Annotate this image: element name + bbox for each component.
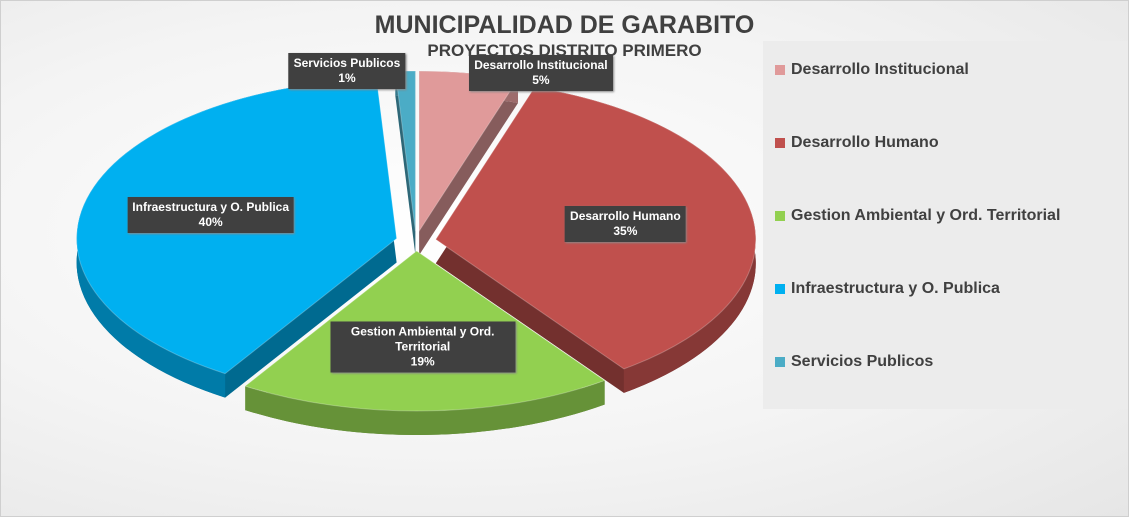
- legend-swatch: [775, 284, 785, 294]
- slice: [394, 70, 416, 232]
- legend-swatch: [775, 211, 785, 221]
- legend-label: Desarrollo Humano: [791, 134, 939, 151]
- data-label-name: Gestion Ambiental y Ord. Territorial: [350, 324, 495, 354]
- data-label-value: 35%: [613, 224, 638, 239]
- legend: Desarrollo Institucional Desarrollo Human…: [763, 41, 1128, 409]
- data-label: Desarrollo Institucional 5%: [469, 55, 613, 92]
- legend-label: Gestion Ambiental y Ord. Territorial: [791, 207, 1061, 224]
- data-label-name: Servicios Publicos: [293, 56, 401, 71]
- data-label-name: Desarrollo Humano: [570, 209, 681, 224]
- legend-item: Desarrollo Humano: [775, 132, 1115, 154]
- data-label: Desarrollo Humano 35%: [565, 206, 686, 243]
- slice-side: [245, 380, 605, 435]
- legend-item: Infraestructura y O. Publica: [775, 278, 1115, 300]
- data-label-value: 40%: [198, 214, 223, 229]
- data-label-value: 5%: [532, 73, 550, 88]
- data-label: Infraestructura y O. Publica 40%: [127, 196, 295, 233]
- data-label-value: 1%: [338, 71, 356, 86]
- legend-label: Servicios Publicos: [791, 353, 934, 370]
- legend-swatch: [775, 65, 785, 75]
- legend-item: Gestion Ambiental y Ord. Territorial: [775, 205, 1115, 227]
- legend-swatch: [775, 357, 785, 367]
- legend-item: Servicios Publicos: [775, 351, 1115, 373]
- chart-title: MUNICIPALIDAD DE GARABITO: [374, 11, 755, 39]
- data-label-name: Desarrollo Institucional: [474, 58, 608, 73]
- data-label: Gestion Ambiental y Ord. Territorial 19%: [330, 321, 516, 373]
- legend-item: Desarrollo Institucional: [775, 59, 1115, 81]
- data-label-value: 19%: [410, 354, 435, 369]
- legend-swatch: [775, 138, 785, 148]
- data-label-name: Infraestructura y O. Publica: [132, 199, 290, 214]
- data-label: Servicios Publicos 1%: [288, 53, 406, 90]
- legend-label: Desarrollo Institucional: [791, 61, 969, 78]
- legend-label: Infraestructura y O. Publica: [791, 280, 1000, 297]
